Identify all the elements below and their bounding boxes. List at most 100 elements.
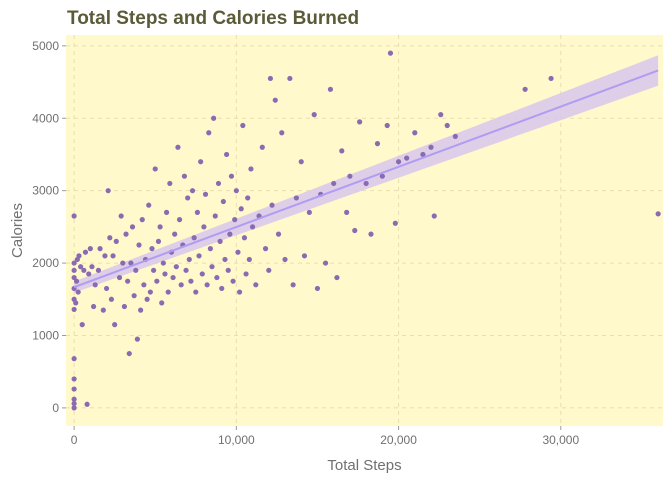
data-point <box>71 405 77 411</box>
y-tick-label: 2000 <box>32 256 59 270</box>
data-point <box>368 231 374 237</box>
data-point <box>188 278 194 284</box>
data-point <box>241 235 248 241</box>
data-point <box>105 188 111 194</box>
data-point <box>116 274 123 281</box>
data-point <box>379 173 385 179</box>
data-point <box>193 289 199 295</box>
data-point <box>232 217 238 223</box>
data-point <box>112 322 118 328</box>
y-axis-title: Calories <box>9 203 26 258</box>
trend-line <box>73 69 659 289</box>
data-point <box>222 256 228 263</box>
data-point <box>71 267 77 273</box>
data-point <box>211 115 217 121</box>
data-point <box>431 213 437 219</box>
data-point <box>228 173 235 179</box>
data-point <box>219 285 225 292</box>
data-point <box>236 289 243 295</box>
data-point <box>438 112 444 118</box>
data-point <box>176 217 183 223</box>
data-point <box>522 86 528 92</box>
data-point <box>160 260 166 266</box>
data-point <box>71 213 77 219</box>
data-point <box>113 238 119 244</box>
data-point <box>159 300 165 306</box>
data-point <box>209 264 215 270</box>
data-point <box>290 282 296 288</box>
y-tick-label: 3000 <box>32 184 59 198</box>
data-point <box>225 267 231 273</box>
axes: 0 10,000 20,000 30,000 0 1000 2000 3000 4000 5000 <box>32 39 579 447</box>
data-point <box>172 231 178 237</box>
data-point <box>120 260 126 266</box>
data-point <box>183 267 189 273</box>
data-point <box>84 401 90 407</box>
data-point <box>90 303 97 310</box>
x-tick-label: 20,000 <box>380 433 417 447</box>
data-point <box>204 282 210 288</box>
data-point <box>71 356 77 362</box>
data-point <box>298 159 304 165</box>
data-point <box>655 211 661 217</box>
data-point <box>157 224 163 230</box>
data-point <box>249 224 256 230</box>
data-point <box>139 217 145 223</box>
data-point <box>282 256 288 263</box>
data-point <box>404 155 410 161</box>
data-point <box>224 151 230 158</box>
data-point <box>206 130 212 136</box>
data-point <box>194 209 201 215</box>
data-point <box>301 253 308 259</box>
x-tick-label: 0 <box>71 433 78 447</box>
data-point <box>395 159 402 165</box>
data-point <box>243 271 249 277</box>
data-point <box>75 289 81 295</box>
data-point <box>175 144 181 150</box>
data-point <box>314 285 321 292</box>
data-point <box>129 224 136 230</box>
data-point <box>347 173 353 179</box>
data-point <box>178 282 184 288</box>
data-point <box>331 180 337 187</box>
data-point <box>198 159 204 165</box>
data-point <box>352 227 358 234</box>
data-point <box>253 282 259 288</box>
data-point <box>71 376 77 382</box>
data-point <box>412 130 418 136</box>
data-point <box>154 278 160 284</box>
data-point <box>357 119 363 125</box>
data-point <box>123 231 129 237</box>
data-point <box>107 235 113 241</box>
data-point <box>322 260 329 266</box>
data-point <box>141 282 147 288</box>
data-point <box>133 267 139 273</box>
data-point <box>103 285 110 292</box>
data-point <box>293 195 299 201</box>
data-point <box>452 133 458 139</box>
data-point <box>384 122 390 129</box>
x-axis-title: Total Steps <box>327 457 401 474</box>
data-point <box>121 303 128 310</box>
data-point <box>272 97 278 103</box>
data-point <box>185 195 191 201</box>
data-point <box>311 112 317 118</box>
y-tick-label: 5000 <box>32 39 59 53</box>
data-point <box>118 213 124 219</box>
data-point <box>548 75 554 82</box>
data-point <box>73 300 79 306</box>
data-point <box>126 350 132 357</box>
data-point <box>102 253 108 259</box>
x-tick-label: 10,000 <box>218 433 255 447</box>
data-point <box>444 122 450 129</box>
trend-layer <box>73 69 659 289</box>
data-point <box>167 180 173 187</box>
data-point <box>230 278 236 284</box>
y-tick-label: 4000 <box>32 111 59 125</box>
data-point <box>207 246 213 252</box>
data-point <box>374 141 381 147</box>
data-point <box>287 75 293 82</box>
data-point <box>428 144 434 150</box>
